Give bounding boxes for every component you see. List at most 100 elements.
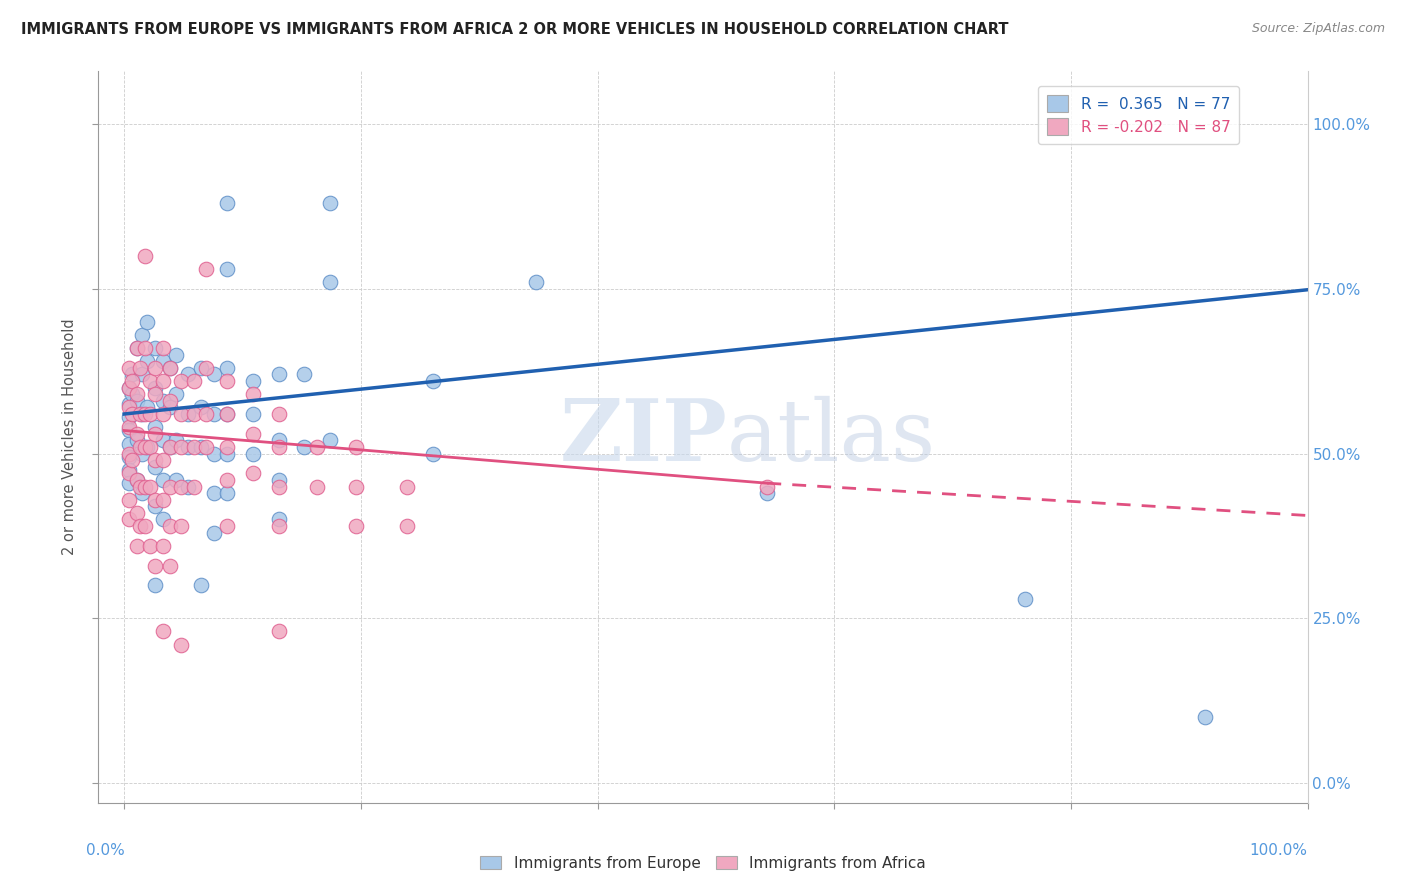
Point bbox=[152, 341, 174, 355]
Point bbox=[128, 519, 150, 533]
Point bbox=[134, 519, 156, 533]
Point bbox=[143, 492, 166, 507]
Point bbox=[118, 463, 141, 477]
Point bbox=[422, 446, 444, 460]
Point bbox=[292, 440, 315, 454]
Point bbox=[319, 434, 342, 448]
Point bbox=[152, 434, 174, 448]
Point bbox=[118, 450, 141, 464]
Point bbox=[1014, 591, 1036, 606]
Point bbox=[121, 368, 143, 382]
Point bbox=[307, 479, 329, 493]
Point bbox=[165, 473, 187, 487]
Point bbox=[195, 262, 218, 277]
Point bbox=[159, 519, 181, 533]
Point bbox=[170, 519, 193, 533]
Point bbox=[143, 500, 166, 514]
Point bbox=[267, 512, 290, 526]
Point bbox=[165, 434, 187, 448]
Point bbox=[170, 374, 193, 388]
Point bbox=[125, 341, 148, 355]
Point bbox=[143, 558, 166, 573]
Point bbox=[118, 476, 141, 491]
Point bbox=[121, 407, 143, 421]
Point bbox=[134, 249, 156, 263]
Point bbox=[267, 473, 290, 487]
Point bbox=[139, 539, 162, 553]
Point bbox=[1194, 710, 1216, 724]
Point bbox=[143, 453, 166, 467]
Point bbox=[134, 341, 156, 355]
Point bbox=[152, 492, 174, 507]
Point bbox=[152, 473, 174, 487]
Point bbox=[118, 397, 141, 411]
Point bbox=[344, 440, 367, 454]
Text: Source: ZipAtlas.com: Source: ZipAtlas.com bbox=[1251, 22, 1385, 36]
Point bbox=[267, 519, 290, 533]
Point bbox=[125, 539, 148, 553]
Point bbox=[307, 440, 329, 454]
Point bbox=[118, 436, 141, 450]
Point bbox=[143, 360, 166, 375]
Point bbox=[159, 393, 181, 408]
Point bbox=[159, 558, 181, 573]
Point bbox=[215, 440, 238, 454]
Point bbox=[267, 624, 290, 639]
Point bbox=[170, 479, 193, 493]
Point bbox=[190, 360, 212, 375]
Point bbox=[139, 440, 162, 454]
Point bbox=[195, 440, 218, 454]
Y-axis label: 2 or more Vehicles in Household: 2 or more Vehicles in Household bbox=[62, 318, 77, 556]
Point bbox=[118, 401, 141, 415]
Point bbox=[344, 519, 367, 533]
Point bbox=[136, 401, 159, 415]
Point bbox=[134, 440, 156, 454]
Point bbox=[202, 368, 225, 382]
Point bbox=[152, 374, 174, 388]
Point bbox=[195, 407, 218, 421]
Point bbox=[118, 360, 141, 375]
Point bbox=[215, 360, 238, 375]
Point bbox=[121, 453, 143, 467]
Point bbox=[242, 387, 264, 401]
Point bbox=[165, 387, 187, 401]
Point bbox=[242, 467, 264, 481]
Point bbox=[131, 446, 153, 460]
Point bbox=[131, 486, 153, 500]
Point bbox=[125, 426, 148, 441]
Point bbox=[215, 407, 238, 421]
Point bbox=[215, 262, 238, 277]
Text: atlas: atlas bbox=[727, 395, 936, 479]
Point bbox=[202, 407, 225, 421]
Point bbox=[267, 440, 290, 454]
Point bbox=[118, 512, 141, 526]
Point bbox=[215, 407, 238, 421]
Point bbox=[292, 368, 315, 382]
Point bbox=[121, 374, 143, 388]
Point bbox=[190, 401, 212, 415]
Point bbox=[242, 426, 264, 441]
Point bbox=[170, 407, 193, 421]
Point bbox=[152, 539, 174, 553]
Point bbox=[136, 315, 159, 329]
Point bbox=[136, 440, 159, 454]
Point bbox=[131, 407, 153, 421]
Point bbox=[118, 492, 141, 507]
Text: 100.0%: 100.0% bbox=[1250, 843, 1308, 858]
Text: IMMIGRANTS FROM EUROPE VS IMMIGRANTS FROM AFRICA 2 OR MORE VEHICLES IN HOUSEHOLD: IMMIGRANTS FROM EUROPE VS IMMIGRANTS FRO… bbox=[21, 22, 1008, 37]
Point bbox=[143, 420, 166, 434]
Point bbox=[215, 374, 238, 388]
Point bbox=[139, 407, 162, 421]
Point bbox=[183, 440, 205, 454]
Point bbox=[344, 479, 367, 493]
Point bbox=[422, 374, 444, 388]
Point bbox=[128, 360, 150, 375]
Point bbox=[159, 360, 181, 375]
Point bbox=[159, 401, 181, 415]
Point bbox=[139, 479, 162, 493]
Legend: Immigrants from Europe, Immigrants from Africa: Immigrants from Europe, Immigrants from … bbox=[475, 851, 931, 875]
Point bbox=[215, 519, 238, 533]
Point bbox=[159, 360, 181, 375]
Point bbox=[143, 459, 166, 474]
Point bbox=[152, 407, 174, 421]
